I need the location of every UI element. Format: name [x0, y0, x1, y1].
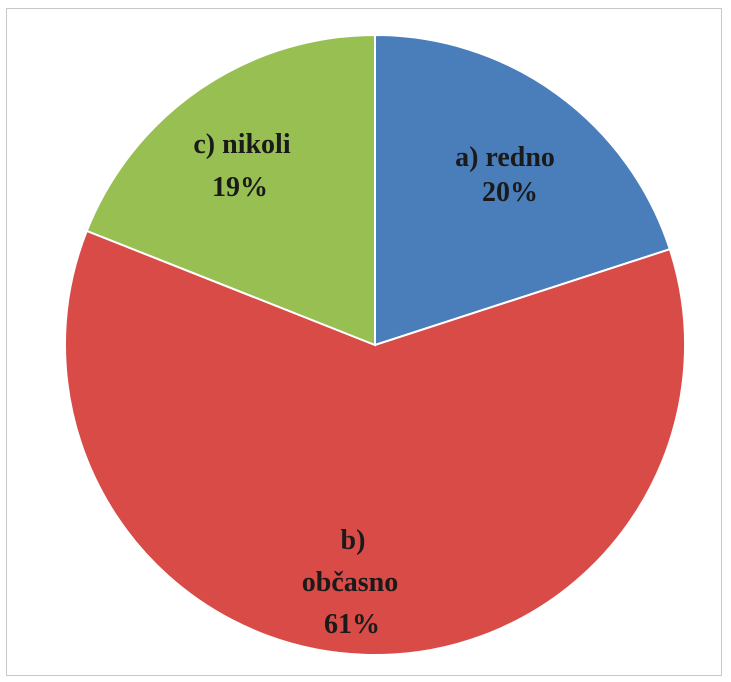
slice-percent-nikoli: 19%: [212, 172, 268, 203]
pie-labels: a) redno 20% b) občasno 61% c) nikoli 19…: [193, 129, 555, 640]
pie-slices: [64, 33, 686, 656]
slice-percent-obcasno: 61%: [324, 609, 380, 640]
slice-label-redno: a) redno: [455, 142, 555, 173]
pie-slice-nikoli: [85, 33, 376, 347]
pie-slice-redno: [374, 33, 672, 347]
slice-percent-redno: 20%: [482, 177, 538, 208]
slice-label-obcasno-line1: b): [341, 525, 366, 556]
pie-slice-obcasno: [64, 229, 686, 656]
slice-label-obcasno-line2: občasno: [302, 567, 398, 598]
slice-label-nikoli: c) nikoli: [193, 129, 290, 160]
